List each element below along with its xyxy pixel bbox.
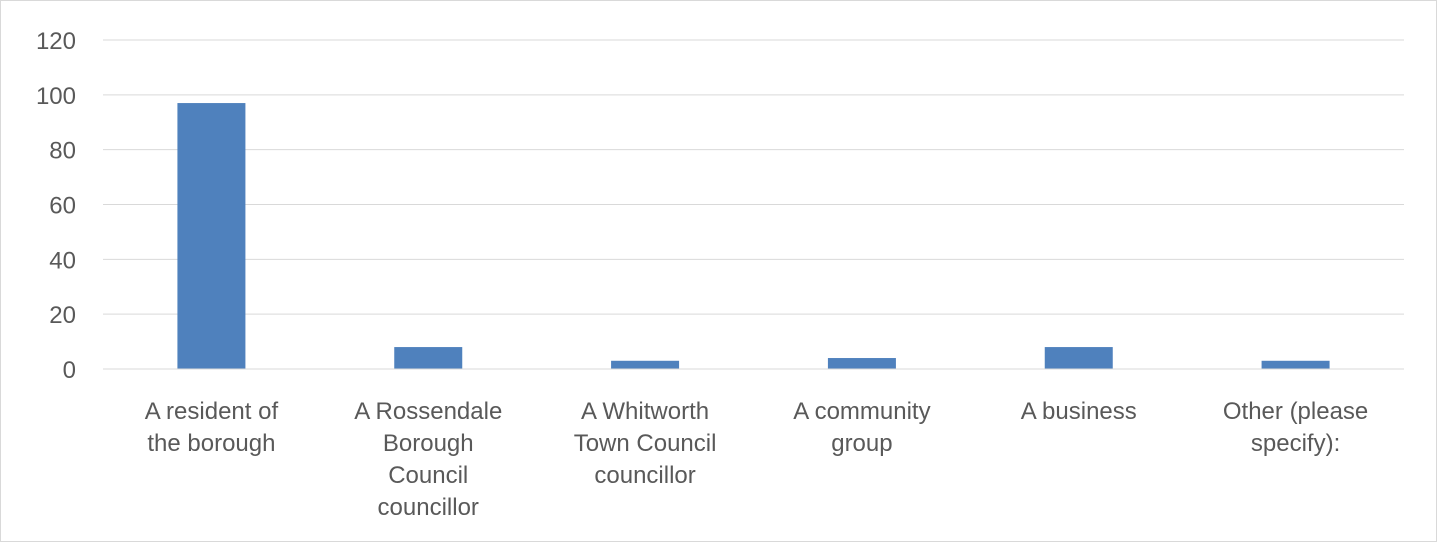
- y-tick-label: 120: [36, 28, 76, 55]
- bar: [394, 347, 463, 369]
- bars: [177, 103, 1330, 369]
- y-tick-label: 20: [49, 302, 76, 329]
- x-axis-labels: A resident of the borough A Rossendale Boro…: [145, 398, 1369, 521]
- bar: [1044, 347, 1113, 369]
- bar: [611, 360, 680, 369]
- y-tick-label: 0: [63, 357, 76, 384]
- x-category-label: Other (please specify):: [1223, 398, 1368, 457]
- x-category-label: A resident of the borough: [145, 398, 279, 457]
- x-category-label: A Whitworth Town Council councillor: [574, 398, 717, 489]
- y-tick-label: 40: [49, 247, 76, 274]
- x-category-label: A community group: [793, 398, 930, 457]
- y-tick-label: 100: [36, 83, 76, 110]
- bar: [177, 103, 246, 369]
- bar: [827, 358, 896, 369]
- x-category-label: A Rossendale Borough Council councillor: [354, 398, 502, 521]
- y-tick-label: 60: [49, 193, 76, 220]
- gridlines: [103, 39, 1404, 315]
- y-axis-ticks: 0 20 40 60 80 100 120: [36, 28, 76, 384]
- x-category-label: A business: [1021, 398, 1137, 425]
- y-tick-label: 80: [49, 138, 76, 165]
- bar: [1261, 360, 1330, 369]
